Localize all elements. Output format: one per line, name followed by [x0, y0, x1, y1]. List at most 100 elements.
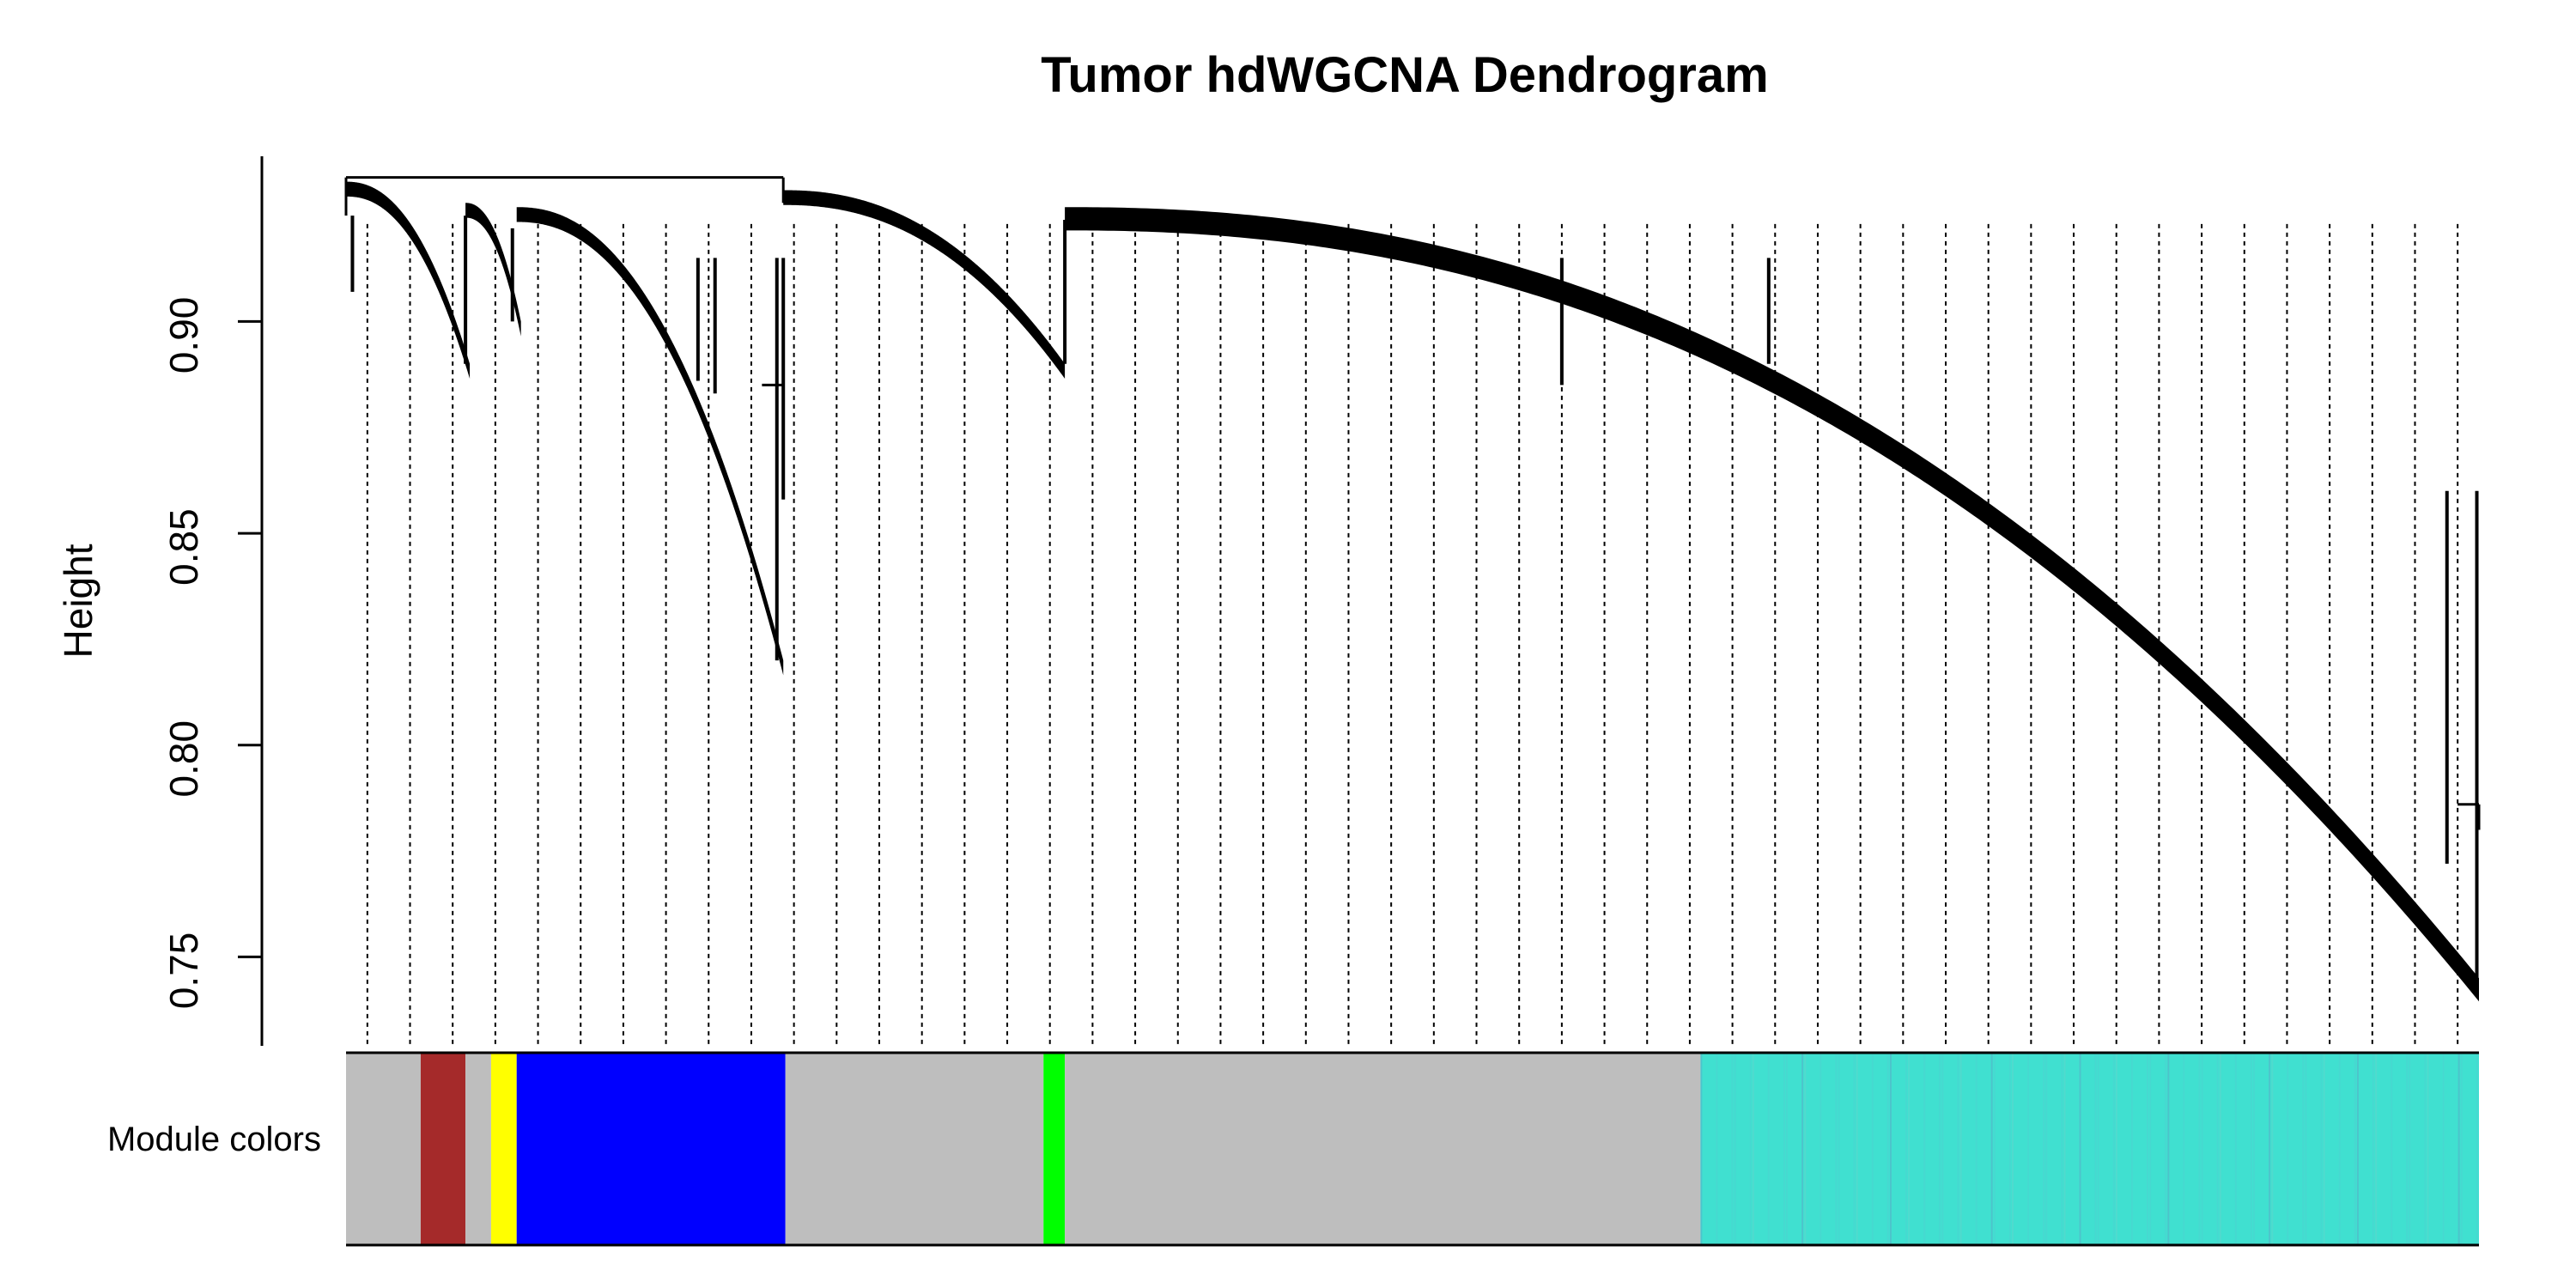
- module-color-stripe: [1975, 1053, 1978, 1245]
- module-color-stripe: [2012, 1053, 2014, 1245]
- module-color-stripe: [2216, 1053, 2219, 1245]
- module-color-stripe: [2458, 1053, 2460, 1245]
- module-color-segment: [465, 1053, 491, 1245]
- module-color-stripe: [1939, 1053, 1941, 1245]
- module-color-segment: [346, 1053, 421, 1245]
- module-color-stripe: [2442, 1053, 2445, 1245]
- y-tick-label: 0.75: [161, 933, 206, 1010]
- module-color-stripe: [2338, 1053, 2341, 1245]
- module-color-stripe: [1856, 1053, 1858, 1245]
- module-color-stripe: [1886, 1053, 1889, 1245]
- module-color-stripe: [1957, 1053, 1959, 1245]
- module-color-segment: [1065, 1053, 1701, 1245]
- module-color-stripe: [2460, 1053, 2463, 1245]
- dendrogram-branches: [344, 176, 2481, 1002]
- module-color-segment: [420, 1053, 466, 1245]
- module-color-stripe: [2269, 1053, 2271, 1245]
- dendrogram-branch: [346, 181, 471, 379]
- module-color-stripe: [2406, 1053, 2409, 1245]
- module-color-stripe: [1734, 1053, 1736, 1245]
- module-color-stripe: [1835, 1053, 1838, 1245]
- module-color-stripe: [2008, 1053, 2011, 1245]
- module-color-stripe: [1804, 1053, 1807, 1245]
- module-color-segment: [490, 1053, 517, 1245]
- module-color-stripe: [2372, 1053, 2374, 1245]
- module-color-stripe: [2130, 1053, 2133, 1245]
- module-color-stripe: [1871, 1053, 1874, 1245]
- module-color-stripe: [2097, 1053, 2099, 1245]
- module-color-stripe: [2320, 1053, 2323, 1245]
- module-color-stripe: [1731, 1053, 1734, 1245]
- chart-title: Tumor hdWGCNA Dendrogram: [1041, 47, 1768, 103]
- module-color-stripe: [2198, 1053, 2201, 1245]
- module-color-stripe: [1853, 1053, 1856, 1245]
- module-color-stripe: [2167, 1053, 2170, 1245]
- module-color-stripe: [2427, 1053, 2429, 1245]
- dendrogram-branch: [783, 190, 1066, 379]
- module-color-segment: [516, 1053, 786, 1245]
- module-color-stripe: [1767, 1053, 1770, 1245]
- module-color-stripe: [2424, 1053, 2427, 1245]
- module-color-stripe: [1786, 1053, 1789, 1245]
- y-tick-label: 0.85: [161, 508, 206, 586]
- module-color-stripe: [1993, 1053, 1996, 1245]
- module-color-stripe: [2287, 1053, 2289, 1245]
- module-color-stripe: [1905, 1053, 1907, 1245]
- module-color-stripe: [2354, 1053, 2356, 1245]
- module-color-stripe: [2234, 1053, 2237, 1245]
- module-color-stripe: [2061, 1053, 2063, 1245]
- module-color-segment: [1043, 1053, 1066, 1245]
- module-color-stripe: [2112, 1053, 2115, 1245]
- module-color-stripe: [2183, 1053, 2185, 1245]
- module-color-stripe: [2045, 1053, 2048, 1245]
- module-color-stripe: [2094, 1053, 2097, 1245]
- module-color-stripe: [2201, 1053, 2203, 1245]
- y-tick-label: 0.80: [161, 720, 206, 798]
- module-color-stripe: [1838, 1053, 1840, 1245]
- y-tick-label: 0.90: [161, 297, 206, 374]
- dendrogram-branch: [1065, 207, 2479, 1002]
- module-color-stripe: [1801, 1053, 1804, 1245]
- module-color-stripe: [1959, 1053, 1962, 1245]
- module-color-stripe: [2323, 1053, 2325, 1245]
- module-color-segment: [1700, 1053, 2479, 1245]
- module-color-stripe: [1990, 1053, 1993, 1245]
- module-color-segment: [785, 1053, 1044, 1245]
- module-colors-band: [346, 1051, 2479, 1247]
- module-color-stripe: [2115, 1053, 2117, 1245]
- module-color-stripe: [2253, 1053, 2256, 1245]
- module-color-stripe: [1889, 1053, 1892, 1245]
- module-colors-label: Module colors: [107, 1121, 321, 1158]
- module-color-stripe: [1749, 1053, 1752, 1245]
- module-color-stripe: [2375, 1053, 2378, 1245]
- module-color-stripe: [2391, 1053, 2393, 1245]
- module-color-stripe: [2356, 1053, 2359, 1245]
- module-color-stripe: [1752, 1053, 1754, 1245]
- module-color-stripe: [1941, 1053, 1944, 1245]
- dendrogram-branch: [465, 203, 521, 337]
- module-color-stripe: [2409, 1053, 2411, 1245]
- module-color-stripe: [2250, 1053, 2252, 1245]
- module-color-stripe: [1716, 1053, 1718, 1245]
- module-color-stripe: [2219, 1053, 2221, 1245]
- module-color-stripe: [2079, 1053, 2081, 1245]
- module-color-stripe: [2305, 1053, 2307, 1245]
- y-axis: 0.75 0.80 0.85 0.90: [161, 156, 264, 1046]
- module-color-stripe: [2302, 1053, 2305, 1245]
- module-color-stripe: [1783, 1053, 1785, 1245]
- module-color-stripe: [2146, 1053, 2148, 1245]
- module-color-stripe: [1908, 1053, 1911, 1245]
- module-color-stripe: [2063, 1053, 2066, 1245]
- module-color-stripe: [1820, 1053, 1822, 1245]
- y-axis-label: Height: [56, 544, 100, 658]
- dendrogram-branch: [516, 207, 784, 676]
- module-color-stripe: [1923, 1053, 1926, 1245]
- module-color-stripe: [2043, 1053, 2045, 1245]
- module-color-stripe: [2027, 1053, 2030, 1245]
- module-color-stripe: [1700, 1053, 1703, 1245]
- module-color-stripe: [2271, 1053, 2274, 1245]
- module-color-stripe: [2149, 1053, 2152, 1245]
- module-color-stripe: [2165, 1053, 2167, 1245]
- module-color-stripe: [2476, 1053, 2478, 1245]
